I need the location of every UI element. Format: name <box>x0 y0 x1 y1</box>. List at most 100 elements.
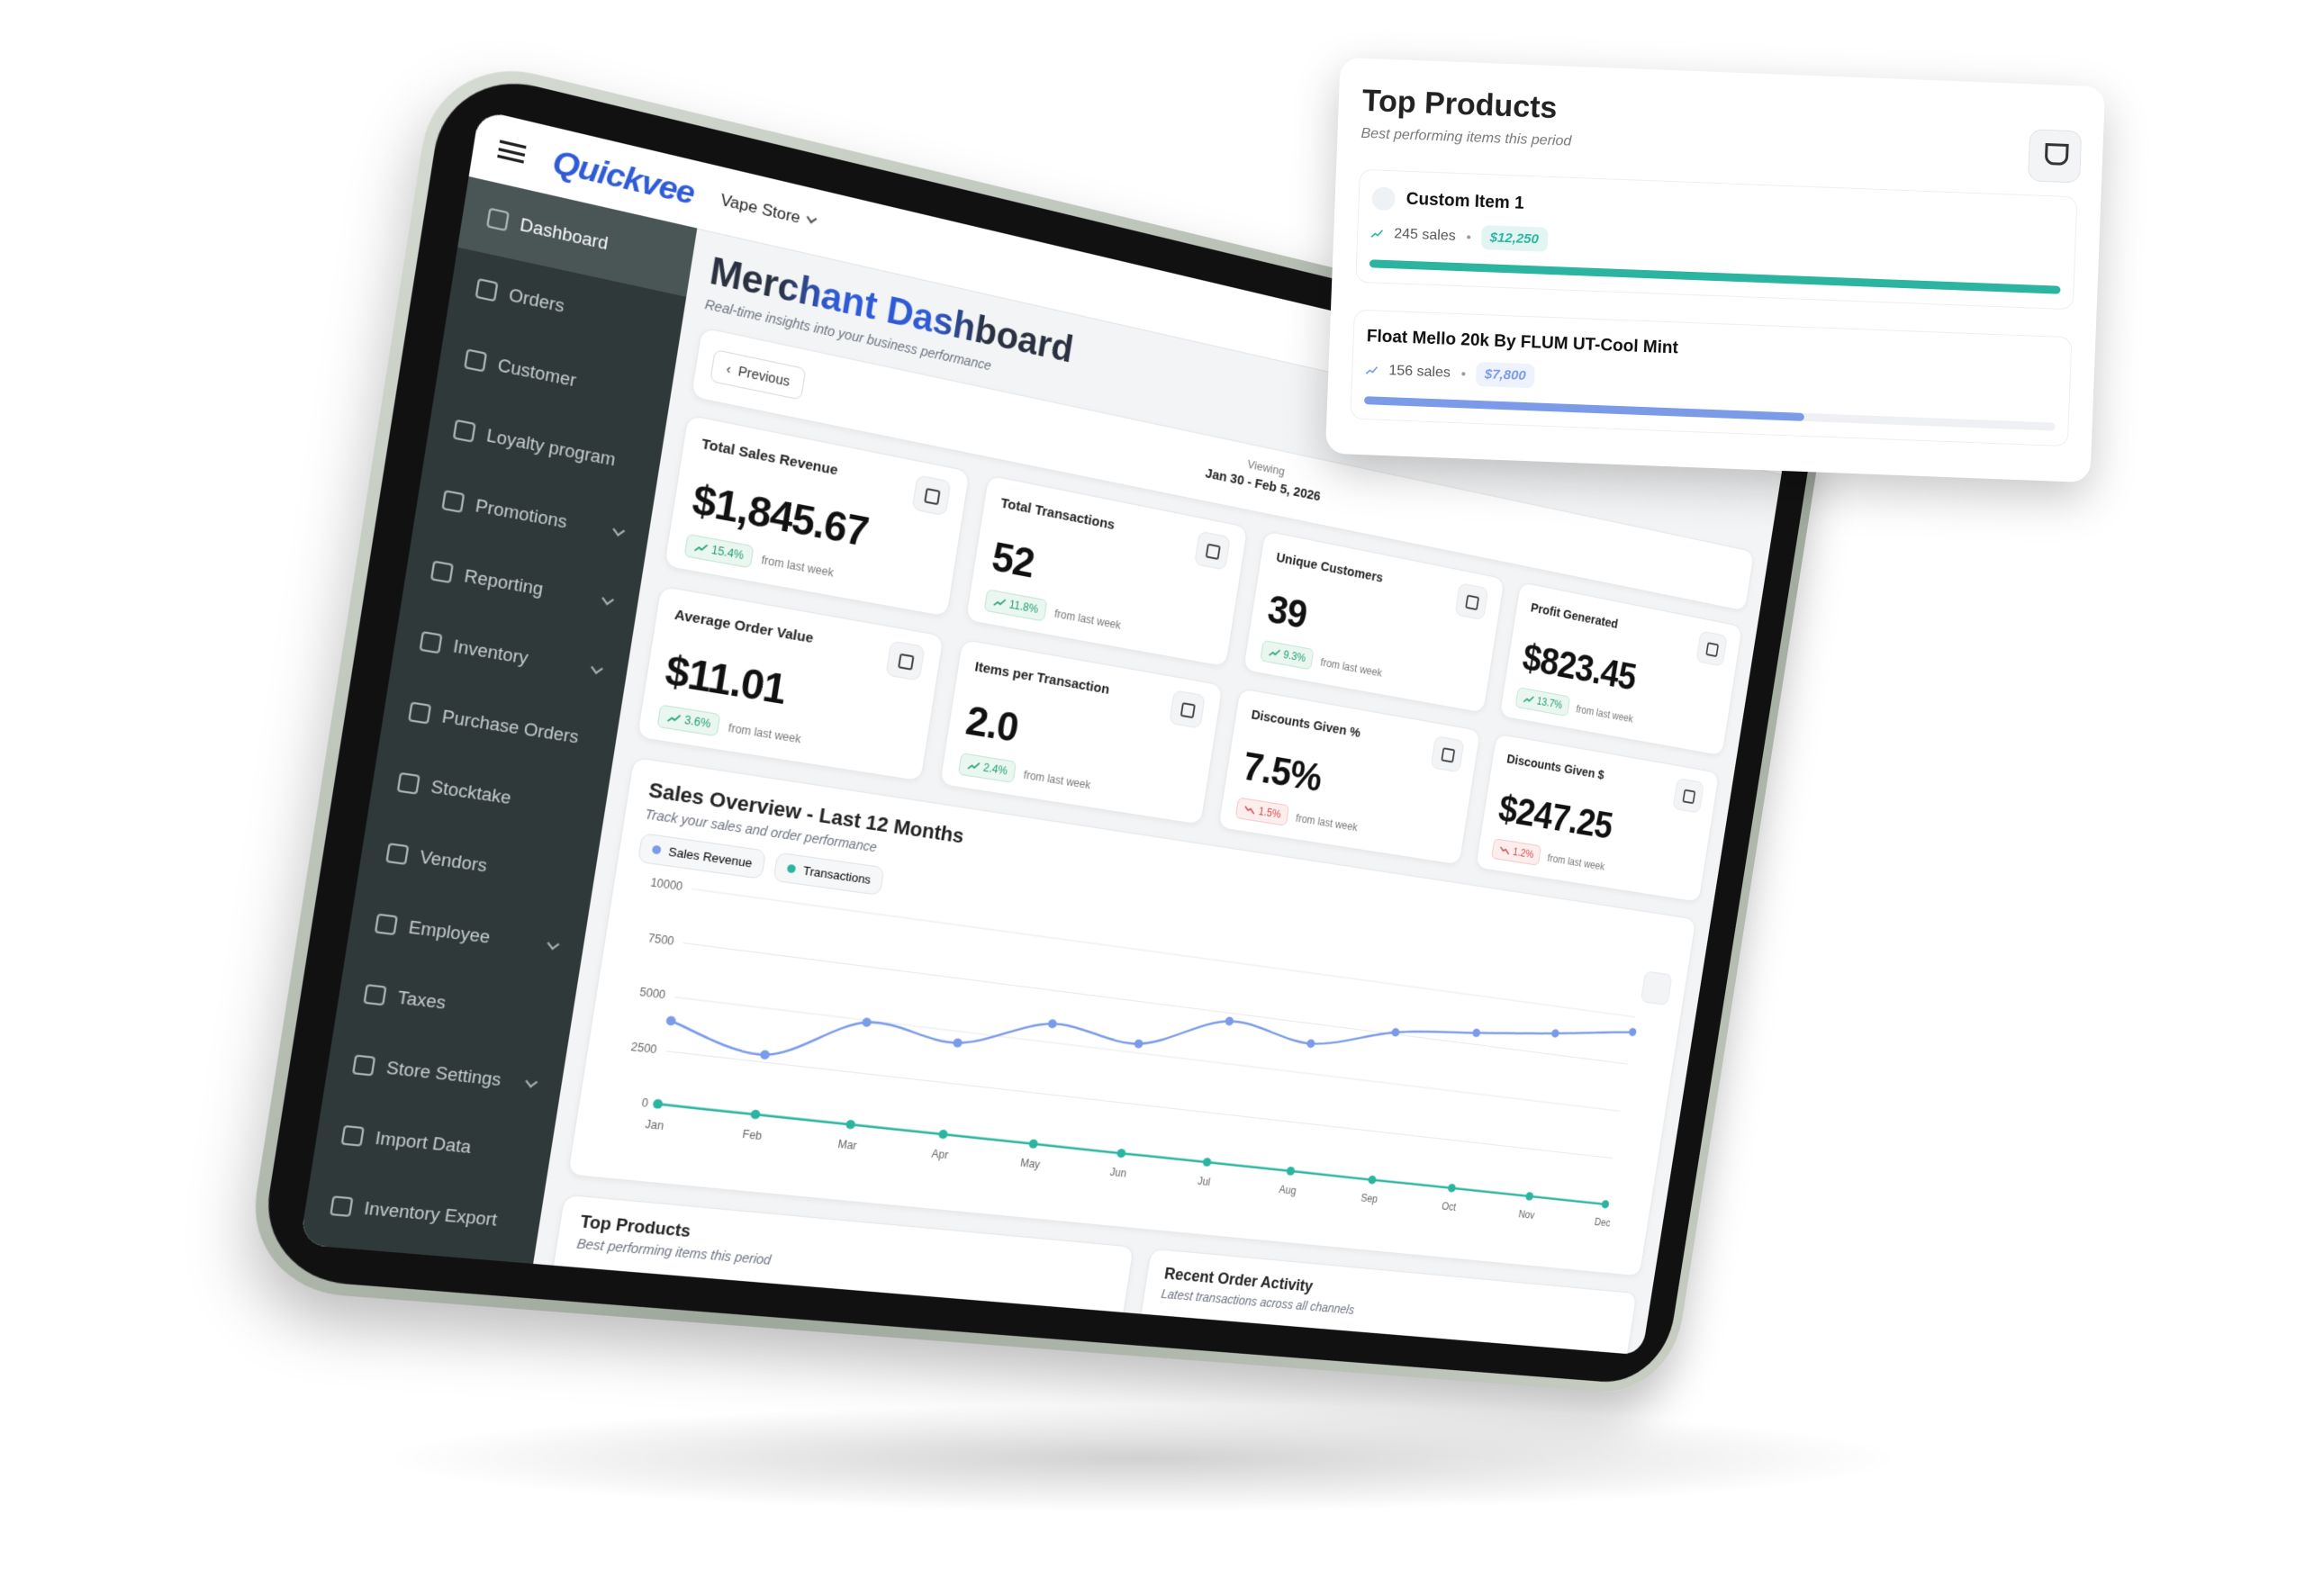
nav-icon <box>385 843 410 866</box>
product-revenue: $7,800 <box>1475 361 1536 389</box>
product-name: Float Mello 20k By FLUM UT-Cool Mint <box>1366 327 1679 358</box>
product-sales: 245 sales <box>1393 225 1457 244</box>
change-note: from last week <box>1575 702 1634 726</box>
tablet: Quickvee Vape Store Dashboard Orders Custo… <box>241 50 1830 1397</box>
chevron <box>601 592 615 606</box>
metric-icon <box>1430 735 1465 773</box>
trend-icon <box>967 761 981 771</box>
change-badge: 15.4% <box>683 533 755 569</box>
change-note: from last week <box>1319 655 1383 680</box>
nav-label: Employee <box>407 916 492 947</box>
change-note: from last week <box>760 553 835 580</box>
x-tick-label: Mar <box>837 1138 858 1152</box>
trend-icon <box>666 712 682 724</box>
nav-icon <box>351 1054 376 1077</box>
nav-label: Vendors <box>418 846 489 876</box>
y-tick-label: 7500 <box>647 932 675 948</box>
nav-icon <box>419 630 443 654</box>
previous-button[interactable]: ‹ Previous <box>710 348 807 401</box>
nav-label: Stocktake <box>429 776 513 807</box>
store-select[interactable]: Vape Store <box>719 191 818 231</box>
series-point <box>1601 1199 1610 1209</box>
product-revenue: $12,250 <box>1480 224 1549 252</box>
series-point <box>652 1098 664 1110</box>
series-point <box>1471 1028 1481 1038</box>
series-point <box>1306 1039 1316 1049</box>
product-stats: 156 sales $7,800 <box>1365 357 2056 408</box>
series-point <box>1524 1191 1534 1202</box>
sales-overview-card: Sales Overview - Last 12 Months Track yo… <box>566 756 1697 1277</box>
metric-icon <box>1194 530 1231 571</box>
change-value: 1.2% <box>1512 845 1535 861</box>
series-point <box>759 1049 771 1060</box>
legend-label: Transactions <box>801 863 872 888</box>
change-badge: 1.2% <box>1491 838 1542 866</box>
previous-label: Previous <box>737 363 791 390</box>
nav-label: Import Data <box>374 1127 473 1157</box>
product-row[interactable]: Float Mello 20k By FLUM UT-Cool Mint 156 … <box>1350 309 2073 447</box>
series-point <box>1047 1018 1058 1029</box>
x-tick-label: May <box>1019 1157 1041 1171</box>
metric-icon <box>1169 690 1206 729</box>
change-value: 9.3% <box>1282 648 1307 665</box>
grid-line <box>666 1051 1613 1159</box>
metric-card: Average Order Value $11.01 3.6% from last w… <box>636 585 945 782</box>
series-point <box>861 1017 872 1028</box>
series-point <box>1225 1016 1234 1026</box>
change-value: 2.4% <box>982 761 1008 778</box>
screen: Quickvee Vape Store Dashboard Orders Custo… <box>299 109 1791 1356</box>
bezel: Quickvee Vape Store Dashboard Orders Custo… <box>256 65 1821 1387</box>
change-value: 15.4% <box>710 543 746 563</box>
trend-icon <box>1365 365 1378 374</box>
change-value: 11.8% <box>1008 598 1040 617</box>
nav-icon <box>464 348 488 373</box>
chart: 0 2500 5000 7500 10000 Jan Feb Mar Apr May Jun Jul A… <box>630 876 1669 1229</box>
y-tick-label: 5000 <box>638 986 666 1002</box>
nav-label: Taxes <box>396 987 447 1013</box>
change-badge: 1.5% <box>1234 797 1290 826</box>
chevron <box>547 937 560 951</box>
series-point <box>1447 1183 1457 1193</box>
legend-dot <box>786 863 797 874</box>
change-badge: 13.7% <box>1514 687 1571 717</box>
trend-icon <box>693 542 709 554</box>
nav-icon <box>429 560 455 584</box>
top-products-popup: Top Products Best performing items this … <box>1324 57 2106 483</box>
x-tick-label: Oct <box>1441 1201 1457 1213</box>
nav-label: Inventory <box>451 636 530 668</box>
progress-fill <box>1363 396 1804 421</box>
metric-card: Discounts Given % 7.5% 1.5% from last week <box>1217 688 1481 866</box>
series-point <box>1028 1139 1039 1150</box>
series-point <box>1134 1039 1144 1049</box>
change-note: from last week <box>1546 852 1605 873</box>
series-line <box>658 1104 1605 1204</box>
y-tick-label: 10000 <box>649 876 683 893</box>
nav-icon <box>396 771 420 795</box>
menu-button[interactable] <box>497 140 527 164</box>
series-point <box>1202 1157 1212 1168</box>
nav-label: Store Settings <box>384 1057 503 1089</box>
series-point <box>937 1129 949 1140</box>
series-point <box>1116 1148 1126 1159</box>
main: Merchant Dashboard Real-time insights in… <box>533 229 1781 1356</box>
y-tick-label: 0 <box>641 1096 649 1110</box>
chart-type-button[interactable] <box>1640 970 1673 1006</box>
trend-icon <box>1499 845 1511 855</box>
nav-icon <box>340 1124 365 1147</box>
change-badge: 3.6% <box>656 704 721 737</box>
nav-label: Purchase Orders <box>440 706 581 747</box>
product-row[interactable]: Custom Item 1 245 sales $12,250 <box>1355 168 2078 311</box>
metric-card: Profit Generated $823.45 13.7% from last we… <box>1498 582 1743 757</box>
metric-card: Discounts Given $ $247.25 1.2% from last we… <box>1475 733 1720 903</box>
chevron <box>612 524 626 537</box>
x-tick-label: Sep <box>1360 1192 1378 1205</box>
product-list: Custom Item 1 245 sales $12,250 Float Mello… <box>1350 168 2078 447</box>
chevron <box>525 1075 538 1088</box>
series-point <box>845 1119 856 1130</box>
series-point <box>665 1015 677 1026</box>
series-point <box>1367 1175 1378 1185</box>
viewing: Viewing Jan 30 - Feb 5, 2026 <box>1204 449 1324 504</box>
nav-icon <box>475 277 499 302</box>
metric-card: Unique Customers 39 9.3% from last week <box>1242 530 1505 714</box>
